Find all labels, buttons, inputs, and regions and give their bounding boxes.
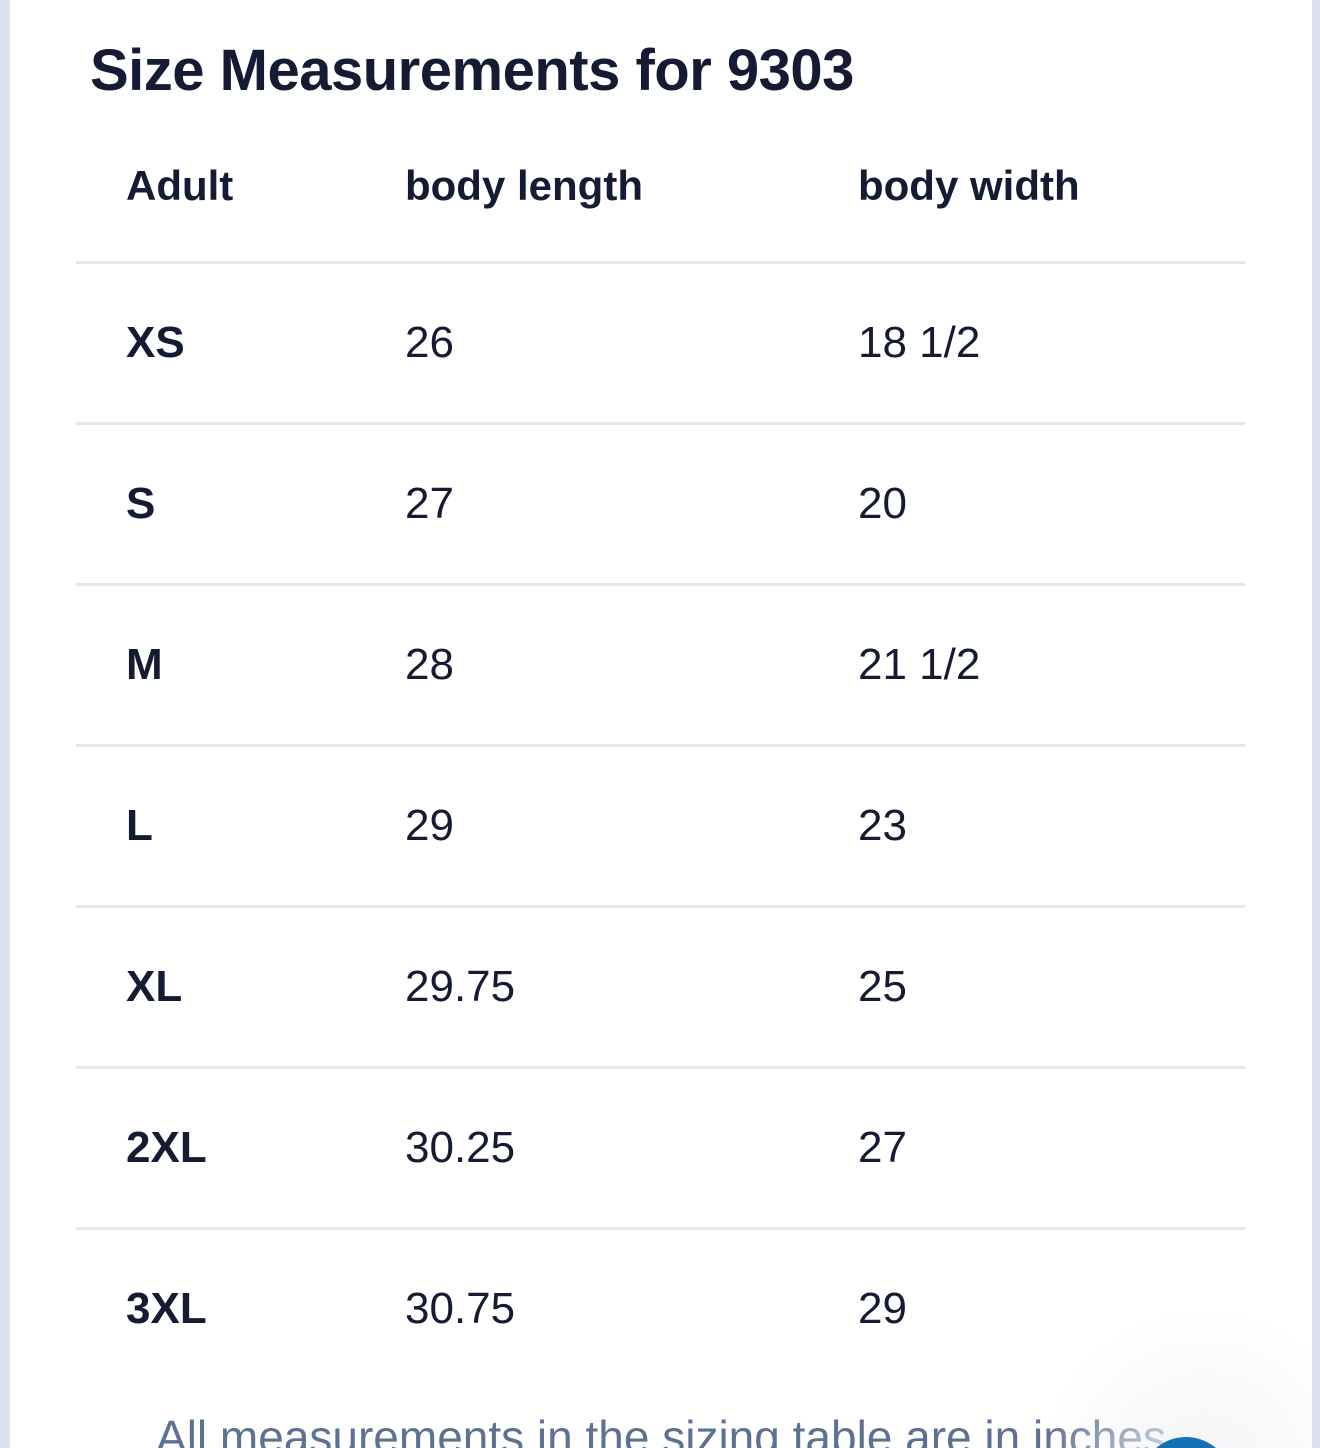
table-row: 2XL 30.25 27 (76, 1066, 1245, 1227)
body-length-value: 30.25 (405, 1123, 516, 1172)
body-width-value: 23 (858, 801, 907, 850)
column-header-adult: Adult (126, 161, 234, 209)
body-width-value: 20 (858, 479, 907, 528)
table-row: XS 26 18 1/2 (76, 261, 1245, 422)
size-label: L (126, 801, 153, 850)
column-header-body-width: body width (858, 161, 1080, 209)
body-width-value: 27 (858, 1123, 907, 1172)
size-label: S (126, 479, 156, 528)
size-chart-card: Size Measurements for 9303 Adult body le… (10, 0, 1312, 1448)
size-label: 2XL (126, 1123, 207, 1172)
size-label: 3XL (126, 1284, 207, 1333)
body-length-value: 27 (405, 479, 454, 528)
table-row: L 29 23 (76, 744, 1245, 905)
size-label: M (126, 640, 163, 689)
size-measurements-table: Adult body length body width XS 26 18 1/… (76, 110, 1245, 1388)
body-width-value: 21 1/2 (858, 640, 981, 689)
body-length-value: 29 (405, 801, 454, 850)
body-width-value: 18 1/2 (858, 318, 981, 367)
body-width-value: 25 (858, 962, 907, 1011)
table-row: XL 29.75 25 (76, 905, 1245, 1066)
body-length-value: 28 (405, 640, 454, 689)
page-title: Size Measurements for 9303 (90, 38, 854, 103)
table-row: M 28 21 1/2 (76, 583, 1245, 744)
table-header-row: Adult body length body width (76, 110, 1245, 261)
table-row: S 27 20 (76, 422, 1245, 583)
body-length-value: 29.75 (405, 962, 516, 1011)
measurements-unit-note: All measurements in the sizing table are… (156, 1411, 1166, 1448)
column-header-body-length: body length (405, 161, 643, 209)
body-width-value: 29 (858, 1284, 907, 1333)
size-label: XS (126, 318, 185, 367)
table-row: 3XL 30.75 29 (76, 1227, 1245, 1388)
chat-button[interactable] (1140, 1437, 1232, 1448)
body-length-value: 26 (405, 318, 454, 367)
size-label: XL (126, 962, 183, 1011)
body-length-value: 30.75 (405, 1284, 516, 1333)
